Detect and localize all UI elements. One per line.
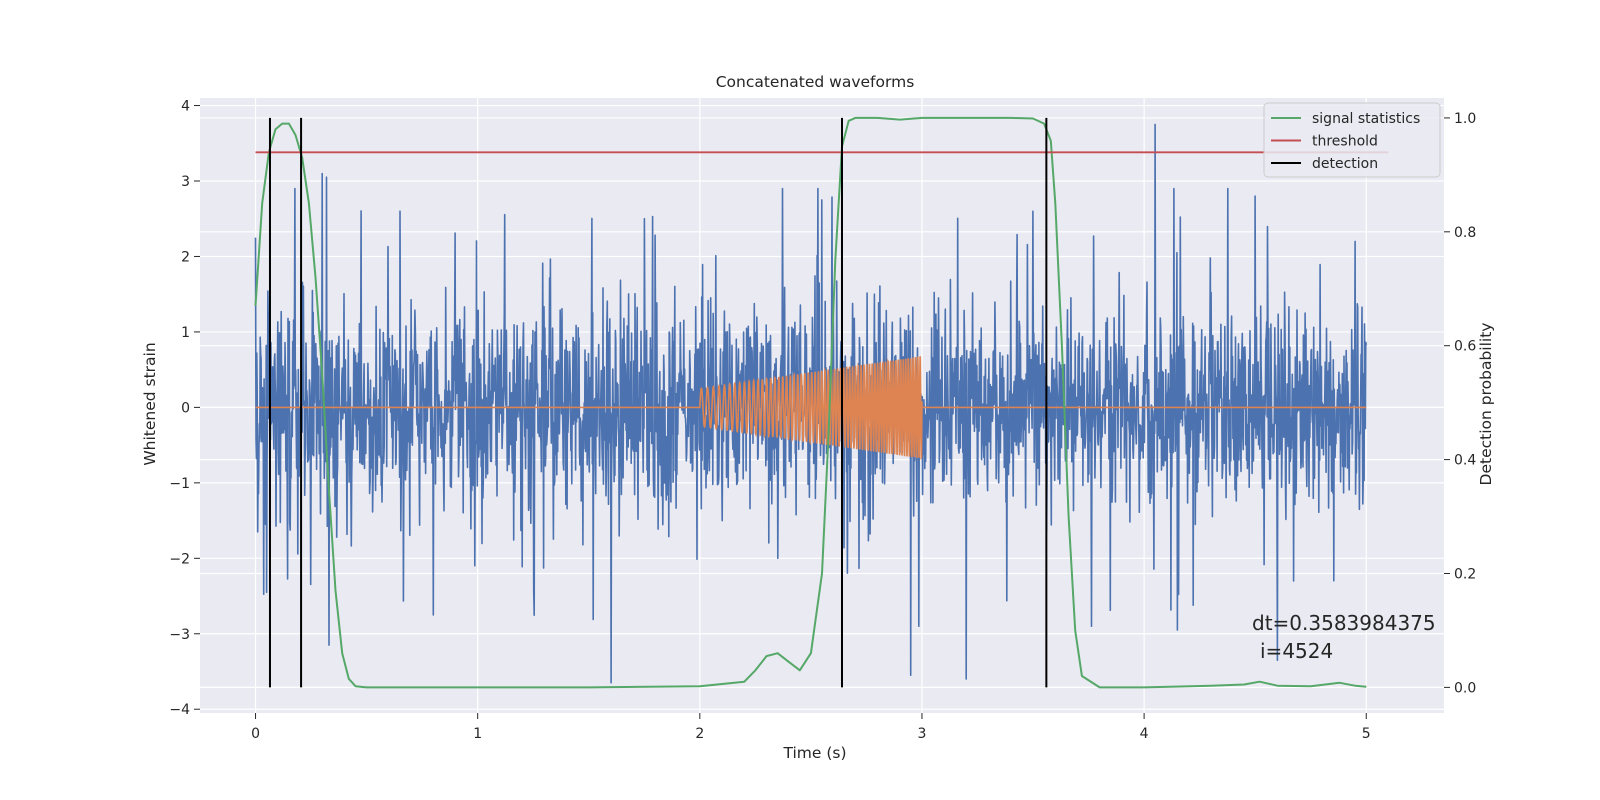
legend: signal statistics threshold detection bbox=[1263, 102, 1441, 178]
y2-axis-label: Detection probability bbox=[1477, 323, 1495, 486]
y2-tick-label-5: 1.0 bbox=[1454, 111, 1476, 127]
y2-tick-label-0: 0.0 bbox=[1454, 680, 1476, 696]
x-tick-label-2: 2 bbox=[695, 726, 704, 742]
y2-tick-label-4: 0.8 bbox=[1454, 225, 1476, 241]
series-detection bbox=[268, 117, 1048, 688]
y-tick-label-6: 2 bbox=[181, 249, 190, 265]
y-tick-label-5: 1 bbox=[181, 325, 190, 341]
x-tick-label-5: 5 bbox=[1362, 726, 1371, 742]
legend-box bbox=[1263, 102, 1441, 178]
legend-label-2: detection bbox=[1312, 156, 1378, 172]
y-tick-label-3: −1 bbox=[169, 476, 190, 492]
y-tick-label-8: 4 bbox=[181, 99, 190, 115]
y2-tick-label-1: 0.2 bbox=[1454, 566, 1476, 582]
y2-tick-label-3: 0.6 bbox=[1454, 339, 1476, 355]
y-tick-label-2: −2 bbox=[169, 551, 190, 567]
legend-label-1: threshold bbox=[1312, 134, 1378, 150]
y-tick-label-1: −3 bbox=[169, 627, 190, 643]
series-injected-chirp bbox=[255, 356, 1367, 461]
x-tick-label-1: 1 bbox=[473, 726, 482, 742]
chart-title: Concatenated waveforms bbox=[716, 73, 915, 91]
injection-line bbox=[255, 356, 1367, 461]
axis-ticks: 0 1 2 3 4 5 −4 −3 −2 −1 0 1 2 3 4 0.0 0.2 0.4 0.6 0.8 1.0 bbox=[169, 99, 1476, 742]
y2-tick-label-2: 0.4 bbox=[1454, 453, 1476, 469]
signal-statistics-line bbox=[254, 116, 1367, 689]
x-tick-label-3: 3 bbox=[918, 726, 927, 742]
series-signal-statistics bbox=[254, 116, 1367, 689]
y-tick-label-4: 0 bbox=[181, 400, 190, 416]
annotation-dt: dt=0.3583984375 bbox=[1252, 611, 1436, 635]
x-tick-label-4: 4 bbox=[1140, 726, 1149, 742]
y-tick-label-0: −4 bbox=[169, 702, 190, 718]
legend-label-0: signal statistics bbox=[1312, 111, 1420, 127]
annotation-i: i=4524 bbox=[1260, 639, 1333, 663]
x-tick-label-0: 0 bbox=[251, 726, 260, 742]
y-tick-label-7: 3 bbox=[181, 174, 190, 190]
y-axis-label: Whitened strain bbox=[141, 342, 159, 465]
x-axis-label: Time (s) bbox=[782, 744, 846, 762]
